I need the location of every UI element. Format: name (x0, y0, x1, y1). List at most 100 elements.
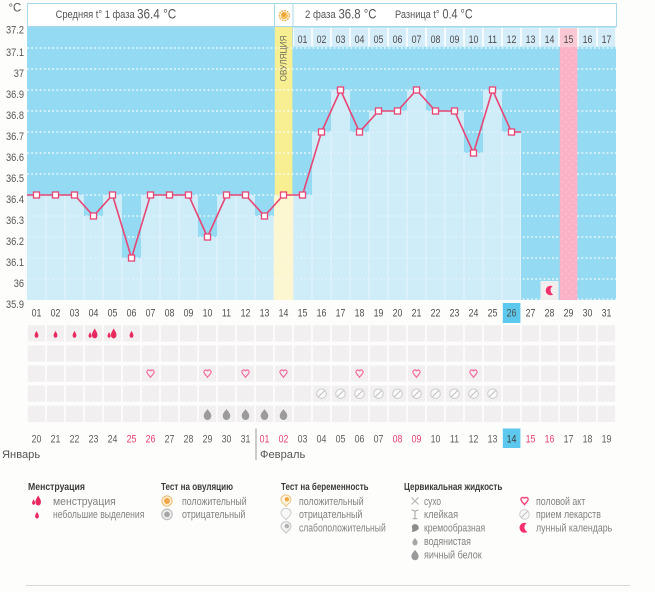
svg-text:02: 02 (317, 34, 327, 46)
svg-text:36.7: 36.7 (6, 131, 24, 143)
svg-text:Тест на беременность: Тест на беременность (281, 481, 369, 492)
svg-text:12: 12 (507, 34, 517, 46)
svg-text:36.6: 36.6 (6, 152, 24, 164)
svg-text:Средняя t° 1 фаза: Средняя t° 1 фаза (56, 8, 135, 21)
svg-text:28: 28 (184, 434, 194, 446)
svg-text:26: 26 (507, 308, 517, 320)
svg-text:29: 29 (203, 434, 213, 446)
svg-text:12: 12 (469, 434, 479, 446)
svg-text:09: 09 (412, 434, 422, 446)
svg-text:07: 07 (146, 308, 156, 320)
svg-text:36: 36 (14, 278, 25, 290)
svg-text:14: 14 (507, 434, 517, 446)
svg-text:27: 27 (165, 434, 175, 446)
svg-text:06: 06 (355, 434, 365, 446)
svg-text:22: 22 (431, 308, 441, 320)
svg-text:24: 24 (108, 434, 118, 446)
svg-text:15: 15 (564, 34, 574, 46)
svg-text:положительный: положительный (299, 496, 364, 508)
svg-text:20: 20 (32, 434, 42, 446)
svg-text:25: 25 (488, 308, 498, 320)
svg-text:13: 13 (488, 434, 498, 446)
svg-text:30: 30 (222, 434, 232, 446)
svg-text:14: 14 (279, 308, 289, 320)
svg-text:36.5: 36.5 (6, 173, 24, 185)
svg-text:11: 11 (222, 308, 232, 320)
svg-text:17: 17 (602, 34, 612, 46)
svg-text:небольшие выделения: небольшие выделения (53, 509, 144, 521)
svg-text:09: 09 (450, 34, 460, 46)
svg-text:17: 17 (336, 308, 346, 320)
svg-text:31: 31 (602, 308, 612, 320)
svg-text:07: 07 (412, 34, 422, 46)
svg-text:36.4: 36.4 (6, 194, 24, 206)
svg-text:Менструация: Менструация (28, 481, 85, 492)
svg-text:отрицательный: отрицательный (182, 509, 245, 521)
svg-text:24: 24 (469, 308, 479, 320)
svg-text:05: 05 (374, 34, 384, 46)
svg-text:11: 11 (488, 34, 498, 46)
svg-text:2 фаза: 2 фаза (305, 8, 336, 21)
svg-text:10: 10 (203, 308, 213, 320)
svg-text:отрицательный: отрицательный (299, 509, 362, 521)
svg-text:08: 08 (165, 308, 175, 320)
svg-text:лунный календарь: лунный календарь (536, 523, 612, 535)
svg-text:05: 05 (336, 434, 346, 446)
svg-text:30: 30 (583, 308, 593, 320)
svg-text:19: 19 (602, 434, 612, 446)
svg-text:13: 13 (526, 34, 536, 46)
svg-text:37.1: 37.1 (6, 47, 24, 59)
svg-text:18: 18 (583, 434, 593, 446)
svg-text:04: 04 (89, 308, 99, 320)
svg-text:16: 16 (317, 308, 327, 320)
svg-text:10: 10 (469, 34, 479, 46)
svg-text:половой акт: половой акт (536, 496, 586, 508)
svg-text:02: 02 (51, 308, 61, 320)
svg-text:07: 07 (374, 434, 384, 446)
svg-text:01: 01 (260, 434, 270, 446)
svg-text:37: 37 (14, 68, 25, 80)
svg-text:менструация: менструация (53, 496, 116, 508)
svg-text:Январь: Январь (2, 449, 40, 461)
svg-text:23: 23 (89, 434, 99, 446)
svg-text:21: 21 (412, 308, 422, 320)
svg-text:31: 31 (241, 434, 251, 446)
svg-text:слабоположительный: слабоположительный (299, 523, 386, 535)
svg-text:28: 28 (545, 308, 555, 320)
svg-text:положительный: положительный (182, 496, 247, 508)
svg-text:прием лекарств: прием лекарств (536, 509, 601, 521)
svg-text:Февраль: Февраль (260, 449, 305, 461)
svg-text:37.2: 37.2 (6, 25, 24, 37)
svg-text:11: 11 (450, 434, 460, 446)
svg-text:°C: °C (9, 1, 22, 14)
svg-text:36.4 °C: 36.4 °C (137, 7, 176, 22)
svg-text:08: 08 (393, 434, 403, 446)
svg-text:14: 14 (545, 34, 555, 46)
svg-text:01: 01 (298, 34, 308, 46)
svg-text:36.1: 36.1 (6, 257, 24, 269)
svg-text:16: 16 (583, 34, 593, 46)
svg-text:18: 18 (355, 308, 365, 320)
svg-text:12: 12 (241, 308, 251, 320)
svg-text:Цервикальная жидкость: Цервикальная жидкость (404, 481, 503, 492)
svg-text:03: 03 (298, 434, 308, 446)
svg-text:05: 05 (108, 308, 118, 320)
svg-text:01: 01 (32, 308, 42, 320)
svg-text:06: 06 (393, 34, 403, 46)
svg-text:02: 02 (279, 434, 289, 446)
svg-text:36.8 °C: 36.8 °C (339, 7, 377, 22)
svg-text:35.9: 35.9 (6, 299, 24, 311)
svg-text:21: 21 (51, 434, 61, 446)
svg-text:36.9: 36.9 (6, 89, 24, 101)
svg-text:03: 03 (336, 34, 346, 46)
svg-text:22: 22 (70, 434, 80, 446)
svg-text:13: 13 (260, 308, 270, 320)
svg-text:06: 06 (127, 308, 137, 320)
svg-text:кремообразная: кремообразная (424, 523, 485, 535)
svg-text:17: 17 (564, 434, 574, 446)
svg-text:09: 09 (184, 308, 194, 320)
svg-text:04: 04 (355, 34, 365, 46)
svg-text:сухо: сухо (424, 496, 442, 508)
svg-text:водянистая: водянистая (424, 536, 471, 548)
svg-text:15: 15 (526, 434, 536, 446)
